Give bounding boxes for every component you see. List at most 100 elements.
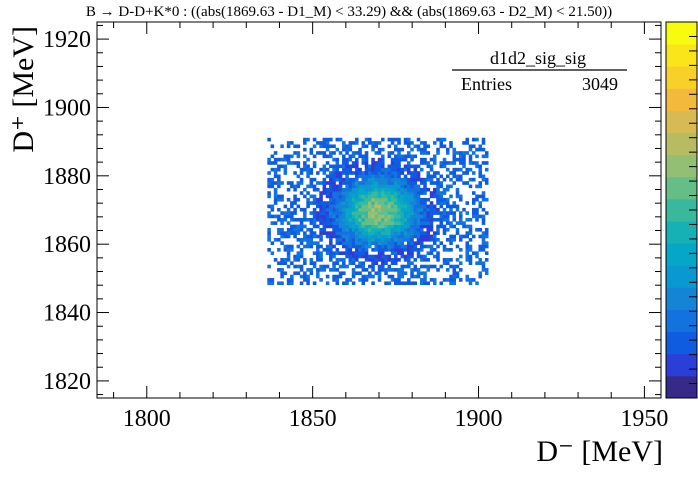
histogram-bin: [358, 244, 362, 249]
histogram-bin: [342, 177, 346, 182]
histogram-bin: [322, 154, 327, 159]
histogram-bin: [468, 154, 473, 159]
histogram-bin: [458, 194, 463, 199]
histogram-bin: [299, 181, 304, 185]
histogram-bin: [277, 217, 281, 222]
histogram-bin: [413, 221, 418, 225]
histogram-bin: [309, 217, 314, 222]
histogram-bin: [390, 177, 395, 182]
histogram-bin: [410, 204, 414, 209]
histogram-bin: [468, 177, 473, 182]
histogram-bin: [458, 254, 463, 259]
histogram-bin: [420, 281, 424, 286]
histogram-bin: [445, 261, 450, 266]
histogram-bin: [290, 204, 294, 209]
histogram-bin: [394, 197, 398, 202]
histogram-bin: [394, 278, 398, 282]
histogram-bin: [309, 194, 314, 199]
histogram-bin: [345, 204, 349, 209]
histogram-bin: [335, 167, 340, 172]
histogram-bin: [423, 207, 427, 212]
histogram-bin: [416, 207, 421, 212]
histogram-bin: [458, 161, 463, 165]
histogram-bin: [432, 254, 437, 259]
histogram-bin: [364, 211, 369, 215]
histogram-bin: [442, 217, 447, 222]
histogram-bin: [478, 248, 483, 252]
histogram-bin: [387, 151, 392, 155]
histogram-bin: [335, 207, 340, 212]
histogram-bin: [348, 241, 353, 245]
histogram-bin: [342, 271, 346, 276]
histogram-bin: [286, 251, 291, 255]
x-axis-label: D⁻ [MeV]: [536, 435, 663, 468]
histogram-bin: [390, 141, 395, 145]
histogram-bin: [371, 207, 375, 212]
histogram-bin: [381, 254, 385, 259]
histogram-bin: [306, 197, 310, 202]
histogram-bin: [306, 241, 310, 245]
histogram-bin: [429, 221, 434, 225]
histogram-bin: [390, 204, 395, 209]
histogram-bin: [273, 197, 278, 202]
histogram-bin: [368, 167, 372, 172]
color-palette-bar: [666, 21, 697, 399]
histogram-bin: [325, 264, 330, 269]
histogram-bin: [338, 258, 343, 262]
histogram-bin: [303, 237, 307, 242]
histogram-bin: [423, 177, 427, 182]
histogram-bin: [436, 207, 440, 212]
histogram-bin: [381, 197, 385, 202]
histogram-bin: [335, 227, 340, 232]
histogram-bin: [445, 221, 450, 225]
histogram-bin: [374, 197, 379, 202]
histogram-bin: [277, 237, 281, 242]
histogram-bin: [280, 271, 284, 276]
histogram-bin: [455, 244, 460, 249]
histogram-bin: [420, 147, 424, 152]
histogram-bin: [432, 174, 437, 179]
histogram-bin: [387, 207, 392, 212]
histogram-bin: [442, 201, 447, 205]
histogram-bin: [316, 251, 320, 255]
histogram-bin: [442, 231, 447, 235]
histogram-bin: [286, 244, 291, 249]
histogram-bin: [439, 181, 444, 185]
histogram-bin: [462, 234, 466, 239]
histogram-bin: [364, 221, 369, 225]
histogram-bin: [429, 204, 434, 209]
histogram-bin: [277, 281, 281, 286]
histogram-bin: [413, 217, 418, 222]
histogram-bin: [381, 137, 385, 142]
histogram-bin: [384, 184, 388, 189]
histogram-bin: [361, 157, 366, 162]
histogram-bin: [442, 144, 447, 149]
histogram-bin: [400, 264, 405, 269]
histogram-bin: [426, 197, 431, 202]
histogram-bin: [355, 184, 359, 189]
histogram-bin: [439, 241, 444, 245]
histogram-bin: [312, 261, 317, 266]
histogram-bin: [407, 181, 411, 185]
histogram-bin: [296, 254, 301, 259]
histogram-bin: [452, 271, 457, 276]
histogram-bin: [355, 241, 359, 245]
histogram-bin: [309, 201, 314, 205]
histogram-bin: [332, 274, 336, 279]
histogram-bin: [280, 231, 284, 235]
histogram-bin: [351, 171, 356, 175]
histogram-bin: [478, 204, 483, 209]
histogram-bin: [290, 154, 294, 159]
histogram-bin: [335, 161, 340, 165]
histogram-bin: [286, 214, 291, 219]
histogram-bin: [384, 191, 388, 195]
histogram-bin: [407, 261, 411, 266]
histogram-bin: [351, 184, 356, 189]
histogram-bin: [335, 274, 340, 279]
histogram-bin: [309, 234, 314, 239]
histogram-bin: [468, 227, 473, 232]
histogram-bin: [465, 167, 470, 172]
histogram-bin: [432, 204, 437, 209]
histogram-bin: [436, 171, 440, 175]
histogram-bin: [377, 207, 382, 212]
